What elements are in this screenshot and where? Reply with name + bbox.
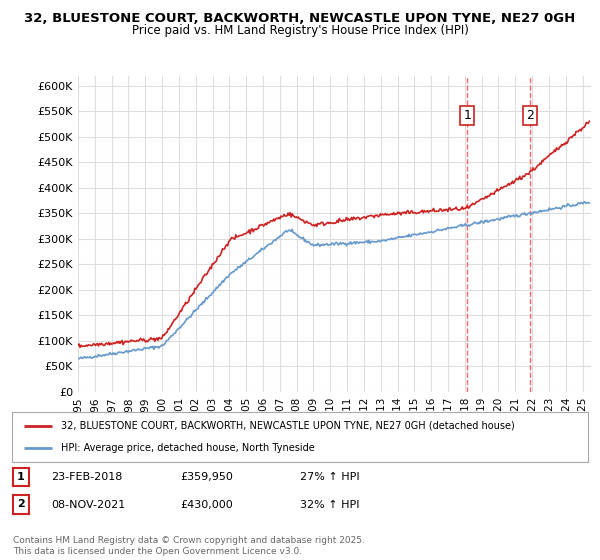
Text: Contains HM Land Registry data © Crown copyright and database right 2025.
This d: Contains HM Land Registry data © Crown c… [13,536,365,556]
Text: 32, BLUESTONE COURT, BACKWORTH, NEWCASTLE UPON TYNE, NE27 0GH: 32, BLUESTONE COURT, BACKWORTH, NEWCASTL… [25,12,575,25]
Text: HPI: Average price, detached house, North Tyneside: HPI: Average price, detached house, Nort… [61,443,315,453]
Text: 23-FEB-2018: 23-FEB-2018 [51,472,122,482]
Text: £430,000: £430,000 [180,500,233,510]
Text: 2: 2 [17,500,25,509]
Text: Price paid vs. HM Land Registry's House Price Index (HPI): Price paid vs. HM Land Registry's House … [131,24,469,37]
Text: 1: 1 [17,472,25,482]
Text: 32, BLUESTONE COURT, BACKWORTH, NEWCASTLE UPON TYNE, NE27 0GH (detached house): 32, BLUESTONE COURT, BACKWORTH, NEWCASTL… [61,421,515,431]
Text: 27% ↑ HPI: 27% ↑ HPI [300,472,359,482]
Text: 32% ↑ HPI: 32% ↑ HPI [300,500,359,510]
Text: £359,950: £359,950 [180,472,233,482]
Text: 1: 1 [463,109,471,122]
Text: 2: 2 [526,109,533,122]
Text: 08-NOV-2021: 08-NOV-2021 [51,500,125,510]
